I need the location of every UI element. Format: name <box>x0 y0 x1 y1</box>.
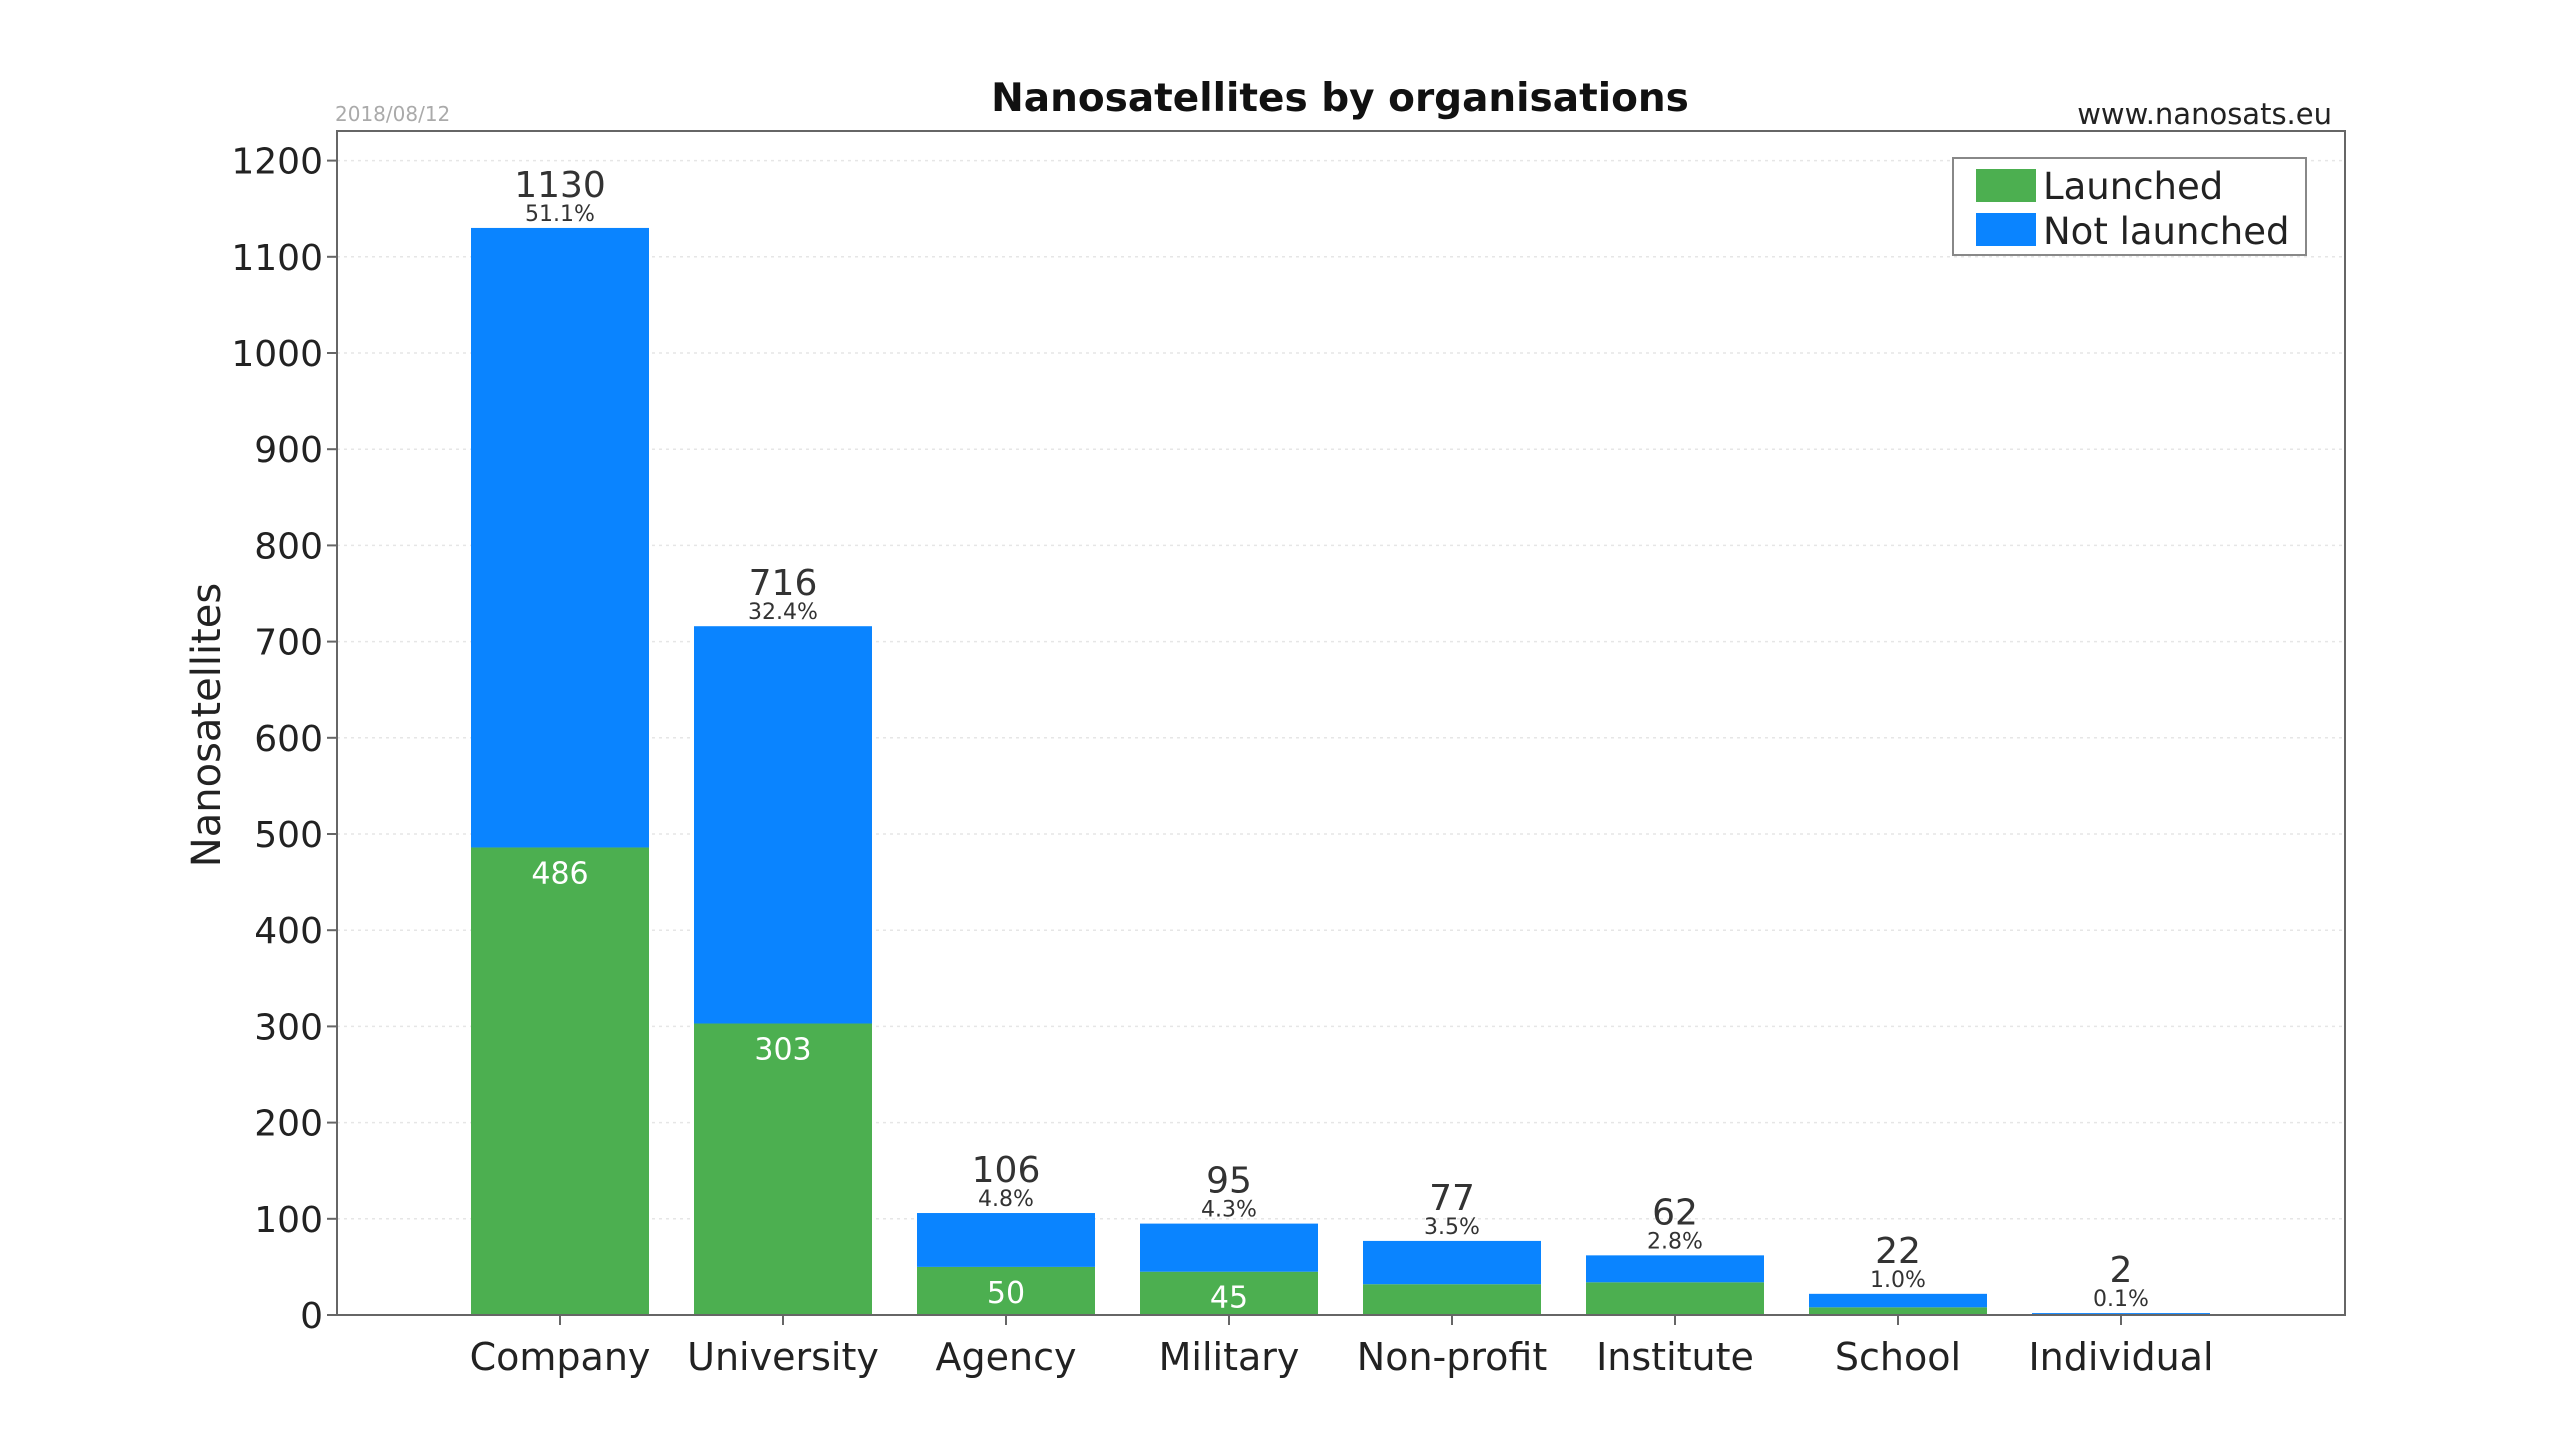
x-tick-label: Individual <box>2028 1335 2213 1379</box>
legend: Launched Not launched <box>1952 157 2307 256</box>
bar-launched-label: 486 <box>531 856 588 891</box>
x-tick-label: School <box>1835 1335 1961 1379</box>
y-tick-label: 900 <box>254 430 323 471</box>
legend-label-launched: Launched <box>2043 165 2223 208</box>
chart-title: Nanosatellites by organisations <box>991 76 1689 121</box>
bar-launched <box>1809 1307 1987 1315</box>
bar-launched <box>1586 1282 1764 1315</box>
bar-launched-label: 45 <box>1210 1281 1248 1316</box>
x-tick-label: Agency <box>936 1335 1077 1379</box>
bar-total-label: 62 <box>1652 1192 1698 1233</box>
bar-total-label: 2 <box>2110 1250 2133 1291</box>
y-tick-label: 200 <box>254 1104 323 1145</box>
y-tick-label: 1100 <box>231 238 323 279</box>
bar-not-launched <box>1363 1240 1541 1285</box>
y-axis-label: Nanosatellites <box>184 583 230 867</box>
x-tick-label: Institute <box>1596 1335 1754 1379</box>
bar-not-launched <box>1809 1293 1987 1308</box>
bar-launched <box>471 847 649 1315</box>
bar-not-launched <box>471 227 649 848</box>
y-tick-label: 1000 <box>231 334 323 375</box>
x-tick-label: Military <box>1159 1335 1300 1379</box>
bar-launched <box>694 1023 872 1315</box>
bar-percentage-label: 4.3% <box>1201 1198 1257 1223</box>
x-tick-label: Company <box>470 1335 651 1379</box>
y-tick-label: 600 <box>254 719 323 760</box>
bar-percentage-label: 4.8% <box>978 1187 1034 1212</box>
bar-launched-label: 50 <box>987 1276 1025 1311</box>
legend-swatch-not-launched <box>1976 213 2036 246</box>
bar-total-label: 22 <box>1875 1231 1921 1272</box>
bar-percentage-label: 32.4% <box>748 600 818 625</box>
bar-not-launched <box>917 1213 1095 1267</box>
x-axis-ticks: Company University Agency Military Non-profi… <box>470 1315 2214 1379</box>
bar-total-label: 716 <box>749 563 818 604</box>
bar-total-label: 106 <box>972 1150 1041 1191</box>
bar-not-launched <box>1140 1223 1318 1272</box>
bar-not-launched <box>1586 1255 1764 1283</box>
x-tick-label: University <box>687 1335 879 1379</box>
bars <box>471 227 2210 1315</box>
bar-launched <box>1363 1284 1541 1315</box>
bar-launched-label: 303 <box>754 1033 811 1068</box>
y-tick-label: 1200 <box>231 142 323 183</box>
bar-percentage-label: 51.1% <box>525 202 595 227</box>
y-tick-label: 400 <box>254 911 323 952</box>
y-tick-label: 100 <box>254 1200 323 1241</box>
y-tick-label: 800 <box>254 526 323 567</box>
bar-total-label: 95 <box>1206 1161 1252 1202</box>
bar-launched <box>1140 1271 1318 1315</box>
bar-percentage-label: 3.5% <box>1424 1215 1480 1240</box>
chart-source-url: www.nanosats.eu <box>2077 97 2332 131</box>
y-tick-label: 0 <box>300 1296 323 1337</box>
bar-percentage-label: 2.8% <box>1647 1229 1703 1254</box>
bar-percentage-label: 1.0% <box>1870 1268 1926 1293</box>
bar-launched <box>917 1266 1095 1315</box>
plot-frame <box>336 130 2346 1316</box>
y-axis-ticks: 0 100 200 300 400 500 600 700 800 900 1000 1100 1200 <box>231 142 337 1337</box>
legend-label-not-launched: Not launched <box>2043 210 2289 253</box>
bar-total-label: 1130 <box>514 165 606 206</box>
legend-swatch-launched <box>1976 169 2036 202</box>
y-tick-label: 300 <box>254 1007 323 1048</box>
bar-not-launched <box>694 626 872 1024</box>
bar-percentage-label: 0.1% <box>2093 1287 2149 1312</box>
y-tick-label: 500 <box>254 815 323 856</box>
x-tick-label: Non-profit <box>1357 1335 1547 1379</box>
bar-total-label: 77 <box>1429 1178 1475 1219</box>
y-tick-label: 700 <box>254 623 323 664</box>
chart-date: 2018/08/12 <box>335 102 450 126</box>
grid-lines <box>337 159 2345 1220</box>
